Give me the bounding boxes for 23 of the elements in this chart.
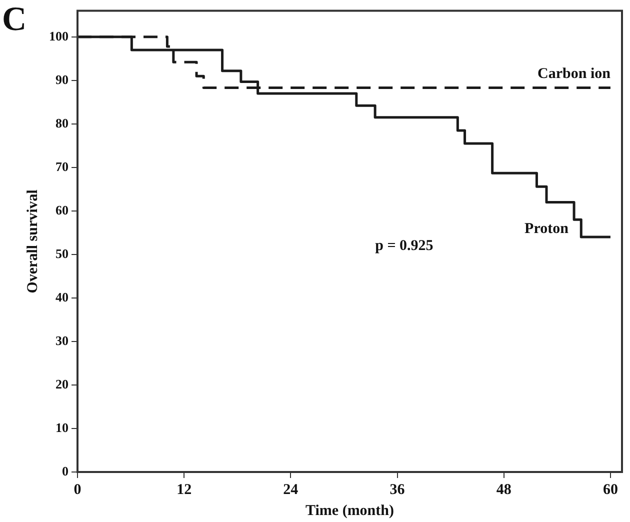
x-tick-label: 0	[74, 482, 82, 498]
x-tick-label: 36	[390, 482, 406, 498]
y-tick-label: 100	[49, 28, 68, 44]
x-tick-label: 60	[602, 482, 618, 498]
y-tick-label: 30	[56, 332, 68, 348]
y-tick-label: 70	[56, 158, 68, 174]
series-label: Proton	[524, 220, 570, 237]
y-tick-label: 20	[56, 376, 68, 392]
y-tick-label: 60	[56, 202, 68, 218]
x-axis-title: Time (month)	[306, 502, 394, 519]
x-tick-label: 24	[283, 482, 299, 498]
y-axis-title: Overall survival	[24, 190, 41, 294]
annotation: p = 0.925	[375, 238, 434, 254]
y-tick-label: 10	[56, 420, 68, 435]
y-tick-label: 80	[56, 115, 68, 130]
x-tick-label: 48	[496, 482, 512, 498]
x-tick-label: 12	[176, 482, 192, 498]
y-tick-label: 50	[56, 246, 68, 261]
y-tick-label: 90	[56, 72, 68, 87]
text: C	[2, 0, 27, 38]
series-label: Carbon ion	[538, 66, 612, 82]
y-tick-label: 0	[62, 463, 68, 478]
y-tick-label: 40	[56, 289, 68, 304]
